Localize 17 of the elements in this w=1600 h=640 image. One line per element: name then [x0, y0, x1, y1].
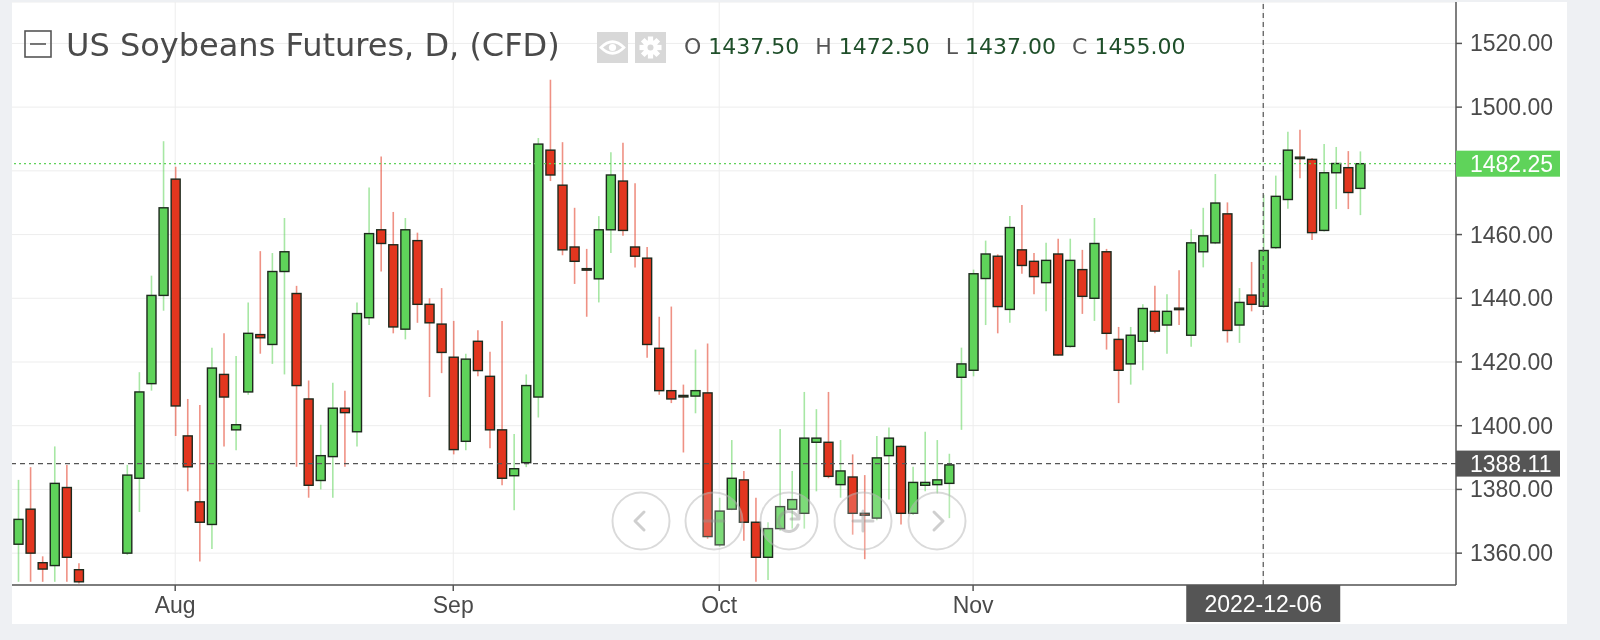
y-tick-label: 1380.00	[1470, 476, 1554, 503]
ref-line-label: 1388.11	[1470, 450, 1552, 477]
x-tick-label: Nov	[952, 592, 995, 618]
y-tick-label: 1520.00	[1470, 30, 1554, 57]
y-tick-label: 1400.00	[1470, 412, 1554, 439]
x-tick-label: Aug	[154, 592, 196, 618]
annotation: O 1437.50 H 1472.50 L 1437.00 C 1455.00	[684, 34, 1186, 59]
text: US Soybeans Futures, D, (CFD)	[66, 26, 560, 64]
ref-line-label: 1482.25	[1470, 150, 1554, 177]
x-tick-label: 2022-12-06	[1204, 591, 1323, 617]
x-tick-label: Oct	[701, 592, 738, 618]
y-tick-label: 1440.00	[1470, 285, 1554, 312]
y-tick-label: 1360.00	[1470, 540, 1554, 567]
y-tick-label: 1500.00	[1470, 94, 1554, 121]
x-tick-label: Sep	[432, 592, 474, 618]
y-tick-label: 1420.00	[1470, 348, 1554, 375]
y-tick-label: 1460.00	[1470, 221, 1554, 248]
